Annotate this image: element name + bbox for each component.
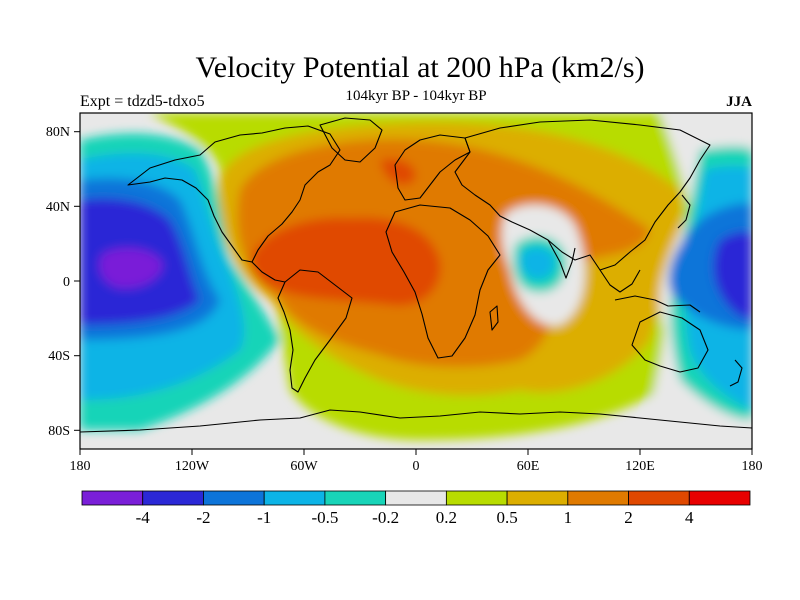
- colorbar-label: 2: [624, 508, 633, 527]
- lon-label-180w: 180: [70, 459, 91, 474]
- coastline-africa: [385, 204, 501, 359]
- lat-axis: 80N 40N 0 40S 80S: [46, 125, 80, 439]
- lon-label-60e: 60E: [517, 459, 540, 474]
- colorbar-swatch: [445, 490, 508, 506]
- lat-label-40s: 40S: [48, 349, 70, 364]
- band-positive-very-strong-north: [380, 158, 416, 185]
- season-label: JJA: [726, 94, 752, 110]
- coastline-new-zealand: [729, 359, 743, 387]
- experiment-label: Expt = tdzd5-tdxo5: [80, 93, 205, 110]
- colorbar-swatch: [567, 490, 629, 506]
- coastline-south-america: [277, 269, 353, 393]
- colorbar-swatch: [628, 490, 690, 506]
- coastline-greenland: [319, 117, 383, 163]
- lon-label-60w: 60W: [290, 459, 318, 474]
- colorbar-label: 0.2: [436, 508, 457, 527]
- colorbar-swatch: [506, 490, 569, 506]
- lat-label-80s: 80S: [48, 424, 70, 439]
- coastline-india: [547, 239, 576, 279]
- coastline-europe: [394, 134, 471, 201]
- coastline-indonesia: [614, 295, 701, 313]
- colorbar: -4 -2 -1 -0.5 -0.2 0.2 0.5 1 2 4: [81, 490, 751, 527]
- colorbar-swatch: [142, 490, 204, 506]
- lon-label-120w: 120W: [175, 459, 210, 474]
- coastline-central-america: [251, 261, 286, 283]
- colorbar-label: -4: [136, 508, 151, 527]
- coastline-madagascar: [489, 305, 499, 331]
- colorbar-label: -0.5: [311, 508, 338, 527]
- west-pacific-strong-negative: [713, 231, 752, 320]
- colorbar-swatch: [203, 490, 265, 506]
- coastline-australia: [631, 311, 709, 373]
- lat-label-80n: 80N: [46, 125, 70, 140]
- band-positive-very-strong: [250, 217, 441, 306]
- coastlines: [80, 117, 752, 433]
- subtitle: 104kyr BP - 104kyr BP: [345, 88, 487, 104]
- colorbar-swatch: [324, 490, 387, 506]
- colorbar-swatch: [385, 490, 447, 506]
- contour-field: [80, 113, 752, 449]
- lon-label-120e: 120E: [625, 459, 655, 474]
- coastline-asia: [454, 119, 711, 271]
- colorbar-label: 4: [685, 508, 694, 527]
- lon-axis: 180 120W 60W 0 60E 120E 180: [70, 449, 763, 474]
- lat-label-40n: 40N: [46, 200, 70, 215]
- colorbar-label: 0.5: [496, 508, 517, 527]
- east-pacific-very-strong-negative: [99, 248, 163, 289]
- coastline-japan: [677, 194, 691, 229]
- colorbar-label: -1: [257, 508, 271, 527]
- colorbar-swatch: [263, 490, 326, 506]
- coastline-southeast-asia: [599, 269, 641, 293]
- coastline-north-america: [127, 125, 341, 263]
- coastline-antarctica: [80, 409, 752, 433]
- lon-label-0: 0: [413, 459, 420, 474]
- colorbar-label: -0.2: [372, 508, 399, 527]
- colorbar-label: -2: [196, 508, 210, 527]
- colorbar-swatch: [688, 490, 751, 506]
- lon-label-180e: 180: [742, 459, 763, 474]
- page-title: Velocity Potential at 200 hPa (km2/s): [195, 51, 645, 84]
- lat-label-0: 0: [63, 275, 70, 290]
- colorbar-label: 1: [564, 508, 573, 527]
- colorbar-swatch: [81, 490, 144, 506]
- indian-ocean-negative: [520, 247, 555, 280]
